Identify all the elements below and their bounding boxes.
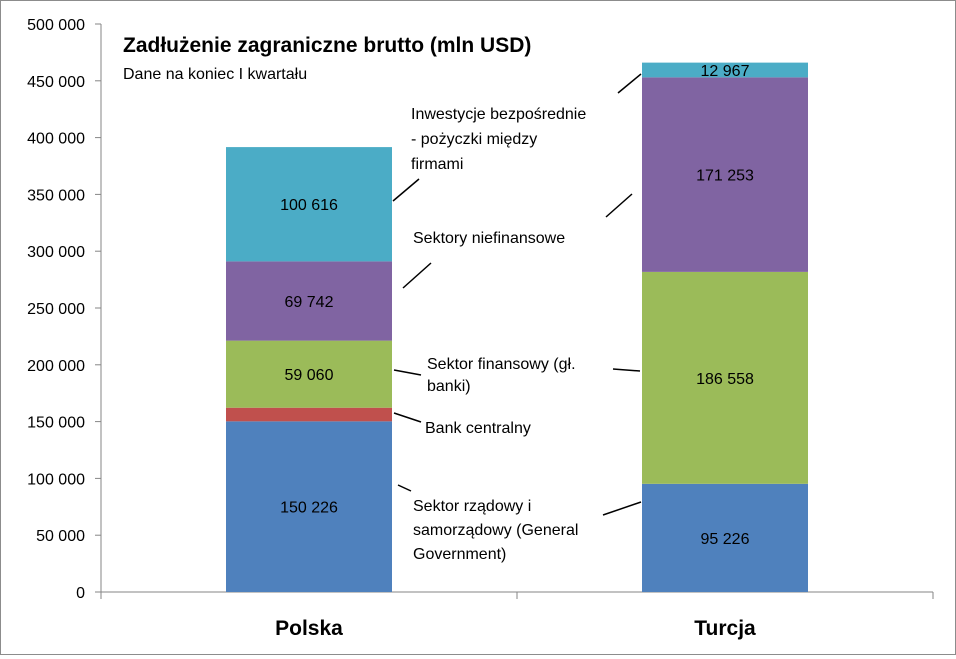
leader-line (397, 484, 412, 492)
chart-title: Zadłużenie zagraniczne brutto (mln USD) (123, 34, 531, 57)
y-tick-label: 100 000 (27, 471, 85, 488)
leader-line (393, 369, 422, 376)
bar-value-label: 69 742 (285, 294, 334, 311)
x-category-label: Polska (275, 617, 343, 640)
bar-value-label: 171 253 (696, 168, 754, 185)
value-labels: 150 226 59 060 69 742 100 616 95 226 186 558 1… (280, 63, 754, 548)
x-category-label: Turcja (694, 617, 756, 640)
bar-segment (642, 77, 808, 272)
leader-line (402, 262, 432, 289)
leader-line (612, 368, 641, 372)
annotations: Inwestycje bezpośrednie - pożyczki między… (392, 73, 642, 563)
y-tick-label: 300 000 (27, 244, 85, 261)
y-tick-label: 400 000 (27, 131, 85, 148)
bars (226, 62, 808, 592)
series-annotation: Inwestycje bezpośrednie - pożyczki między… (411, 106, 586, 173)
y-tick-label: 200 000 (27, 358, 85, 375)
bar-value-label: 186 558 (696, 371, 754, 388)
leader-line (393, 412, 422, 423)
chart-subtitle: Dane na koniec I kwartału (123, 66, 307, 83)
y-tick-label: 0 (76, 585, 85, 602)
bar-segment (642, 62, 808, 78)
bar-value-label: 95 226 (701, 531, 750, 548)
bar-segment (226, 261, 392, 341)
y-tick-label: 150 000 (27, 415, 85, 432)
bar-segment (226, 407, 392, 422)
y-tick-label: 500 000 (27, 17, 85, 34)
bar-value-label: 12 967 (701, 63, 750, 80)
bar-value-label: 150 226 (280, 500, 338, 517)
series-annotation: Sektor rządowy i samorządowy (General Gove… (413, 498, 578, 563)
bar-segment (226, 421, 392, 592)
bar-segment (226, 147, 392, 262)
y-tick-label: 250 000 (27, 301, 85, 318)
series-annotation: Sektory niefinansowe (413, 230, 565, 247)
leader-line (602, 501, 642, 516)
bar-value-label: 100 616 (280, 197, 338, 214)
y-tick-label: 450 000 (27, 74, 85, 91)
bar-segment (642, 271, 808, 484)
bar-value-label: 59 060 (285, 367, 334, 384)
y-tick-label: 50 000 (36, 528, 85, 545)
series-annotation: Bank centralny (425, 420, 531, 437)
series-annotation: Sektor finansowy (gł. banki) (427, 356, 576, 395)
bar-segment (642, 483, 808, 592)
axes: 0 50 000 100 000 150 000 200 000 250 000 300 0… (27, 17, 934, 640)
leader-line (605, 193, 633, 218)
leader-line (617, 73, 642, 94)
y-tick-label: 350 000 (27, 187, 85, 204)
leader-line (392, 178, 420, 202)
bar-segment (226, 340, 392, 408)
